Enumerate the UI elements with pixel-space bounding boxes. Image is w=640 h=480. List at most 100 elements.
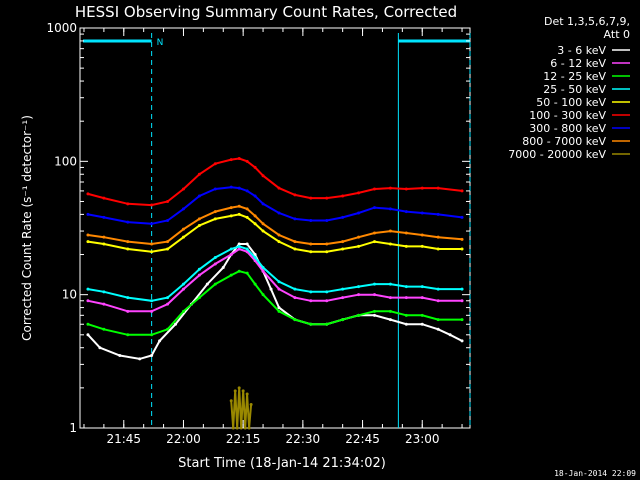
series-1-point (448, 333, 452, 337)
series-2-point (237, 247, 241, 251)
series-3-point (388, 309, 392, 313)
legend-label: 300 - 800 keV (529, 122, 606, 135)
series-2-point (341, 296, 345, 300)
series-9-point (239, 426, 243, 430)
series-8-point (404, 231, 408, 235)
legend-header-line-2: Att 0 (604, 28, 630, 41)
series-2-point (293, 296, 297, 300)
series-5-point (245, 215, 249, 219)
series-3-point (404, 313, 408, 317)
series-3-point (293, 318, 297, 322)
series-6-point (293, 193, 297, 197)
series-5-point (197, 224, 201, 228)
series-8-point (261, 222, 265, 226)
series-9-point (235, 426, 239, 430)
axis-ticks: 1 10 100 1000 21:45 22:00 22:15 22:30 22:45 23:00 (46, 21, 470, 446)
series-4-point (253, 255, 257, 259)
series-6-point (309, 196, 313, 200)
series-3-point (357, 313, 361, 317)
series-7-point (341, 215, 345, 219)
series-8-point (341, 240, 345, 244)
series-4-point (357, 285, 361, 289)
series-3-point (237, 269, 241, 273)
y-axis-label: Corrected Count Rate (s⁻¹ detector⁻¹) (20, 115, 34, 341)
series-7-point (404, 210, 408, 214)
series-2-point (150, 309, 154, 313)
series-1-point (237, 242, 241, 246)
series-7-point (102, 215, 106, 219)
plot-area: N (79, 27, 471, 430)
night-label: N (157, 38, 164, 48)
series-5-point (150, 250, 154, 254)
series-1-point (158, 339, 162, 343)
series-6-point (102, 196, 106, 200)
series-3-point (229, 273, 233, 277)
series-2-point (229, 253, 233, 257)
series-2-point (460, 299, 464, 303)
series-2-point (86, 299, 90, 303)
series-3-point (436, 318, 440, 322)
series-2-point (357, 293, 361, 297)
legend-label: 100 - 300 keV (529, 109, 606, 122)
legend-label: 7000 - 20000 keV (508, 148, 606, 161)
series-1-point (138, 357, 142, 361)
series-2-point (325, 299, 329, 303)
series-6-point (372, 187, 376, 191)
series-4-point (245, 247, 249, 251)
series-4-point (436, 287, 440, 291)
series-1-point (174, 322, 178, 326)
y-tick-label: 100 (54, 154, 77, 168)
series-6-point (253, 165, 257, 169)
series-8-point (181, 227, 185, 231)
series-6-point (261, 174, 265, 178)
series-3-point (245, 271, 249, 275)
series-5-point (253, 222, 257, 226)
y-tick-label: 10 (62, 288, 77, 302)
series-1-point (118, 353, 122, 357)
series-4-point (388, 282, 392, 286)
series-7-point (277, 211, 281, 215)
series-6-point (181, 187, 185, 191)
series-1-point (436, 327, 440, 331)
series-5-point (325, 250, 329, 254)
series-2-point (404, 296, 408, 300)
series-7-point (229, 185, 233, 189)
series-4-point (181, 282, 185, 286)
series-7-point (150, 222, 154, 226)
series-9-point (243, 426, 247, 430)
series-7-point (436, 212, 440, 216)
series-6-point (460, 189, 464, 193)
series-9-point (249, 403, 253, 407)
series-5-point (309, 250, 313, 254)
x-tick-label: 22:30 (286, 432, 321, 446)
series-3-point (126, 333, 130, 337)
series-5-point (388, 242, 392, 246)
series-4-point (197, 267, 201, 271)
series-8-point (86, 233, 90, 237)
series-3-point (253, 282, 257, 286)
series-7-point (460, 215, 464, 219)
series-7-point (245, 189, 249, 193)
plot-frame (79, 27, 471, 429)
series-2-point (372, 293, 376, 297)
series-2-point (420, 296, 424, 300)
series-7-point (253, 194, 257, 198)
series-9-point (233, 389, 237, 393)
series-2-point (436, 299, 440, 303)
series-4-point (213, 255, 217, 259)
series-5-point (166, 247, 170, 251)
series-9-point (229, 399, 233, 403)
series-3-point (261, 293, 265, 297)
y-tick-label: 1000 (46, 21, 77, 35)
series-8-point (126, 240, 130, 244)
series-2-point (102, 302, 106, 306)
series-2-point (309, 299, 313, 303)
series-3-point (181, 309, 185, 313)
x-tick-label: 23:00 (405, 432, 440, 446)
series-3-point (420, 313, 424, 317)
series-4-point (372, 282, 376, 286)
y-tick-label: 1 (69, 421, 77, 435)
legend-label: 800 - 7000 keV (522, 135, 606, 148)
series-8-point (166, 240, 170, 244)
